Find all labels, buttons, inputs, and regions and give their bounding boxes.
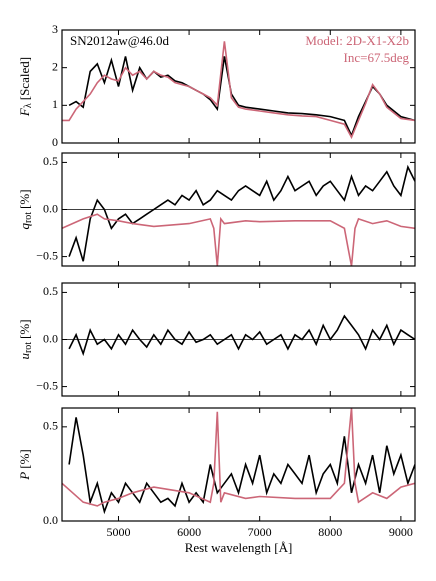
series-line [62,41,415,140]
y-tick-label: 0 [52,135,58,149]
series-line [62,408,415,507]
series-line [62,213,415,266]
y-label-main: F [17,107,32,117]
y-label-unit: [%] [17,319,32,339]
series-line [68,314,415,357]
y-label-main: q [17,223,32,230]
y-tick-label: 0.5 [43,284,58,298]
y-tick-label: 3 [52,22,58,36]
y-label-unit: [%] [17,189,32,209]
y-tick-label: 1 [52,97,58,111]
y-axis-label: P [%] [17,449,32,480]
x-axis-label: Rest wavelength [Å] [185,540,293,555]
y-tick-label: 0.0 [43,513,58,527]
y-axis-label: Fλ [Scaled] [17,57,34,117]
y-tick-label: −0.5 [36,378,58,392]
annotation: Inc=67.5deg [344,50,410,65]
series-line [68,56,415,138]
y-label-main: u [17,353,32,360]
y-label-sub: rot [23,212,34,223]
series-line [68,417,415,515]
y-tick-label: −0.5 [36,248,58,262]
plot-frame [61,407,416,522]
panel: 0.0 0.5 5000 6000 7000 8000 9000 Rest wavelengt… [17,407,416,555]
y-axis-label: urot [%] [17,319,34,359]
x-tick-label: 7000 [248,525,272,539]
plot-frame [61,29,416,144]
annotation: Model: 2D-X1-X2b [305,33,409,48]
series-line [68,164,415,262]
x-tick-label: 6000 [177,525,201,539]
panel: −0.5 0.0 0.5 qrot [%] [17,152,416,267]
plot-frame [61,282,416,397]
y-tick-label: 0.0 [43,201,58,215]
y-label-sub: λ [23,103,34,108]
y-tick-label: 0.5 [43,419,58,433]
y-label-unit: [%] [17,449,32,469]
y-axis-label: qrot [%] [17,189,34,229]
y-label-sub: rot [23,342,34,353]
plot-frame [61,152,416,267]
y-label-unit: [Scaled] [17,57,32,100]
x-tick-label: 8000 [318,525,342,539]
x-tick-label: 5000 [106,525,130,539]
y-tick-label: 0.5 [43,154,58,168]
y-label-main: P [17,472,32,481]
panel: −0.5 0.0 0.5 urot [%] [17,282,416,397]
panel: 0 1 2 3 Fλ [Scaled] SN2012aw@46.0d Model: 2D-X1… [17,22,416,149]
y-tick-label: 0.0 [43,331,58,345]
x-tick-label: 9000 [389,525,413,539]
y-tick-label: 2 [52,59,58,73]
panel-title: SN2012aw@46.0d [70,33,169,48]
